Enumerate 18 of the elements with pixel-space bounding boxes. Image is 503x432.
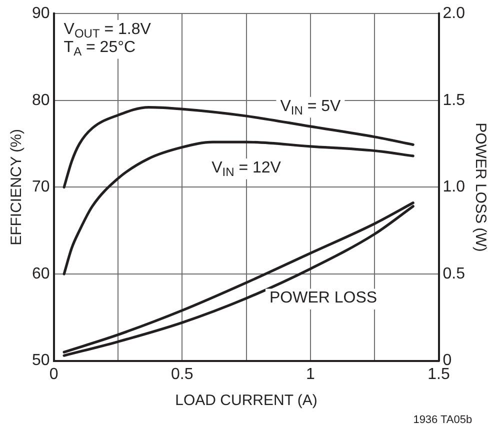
x-axis-title: LOAD CURRENT (A) (175, 392, 318, 410)
text: 1936 TA05b (413, 414, 472, 426)
y-tick-label: 50 (32, 352, 50, 370)
x-tick-label: 1 (306, 366, 315, 383)
y-axis-title: EFFICIENCY (%) (8, 128, 26, 246)
x-tick-label: 0 (49, 366, 58, 383)
y-tick-label: 70 (32, 178, 50, 196)
line-series (62, 140, 414, 276)
y2-tick-label: 1.5 (442, 92, 466, 109)
y2-axis-title: POWER LOSS (W) (472, 122, 489, 252)
y2-tick-label: 2.0 (442, 5, 466, 22)
y-tick-label: 90 (32, 5, 50, 22)
annotation: POWER LOSS (269, 290, 378, 307)
y2-tick-label: 1.0 (442, 178, 466, 196)
y-tick-label: 60 (32, 265, 50, 282)
x-tick-label: 0.5 (170, 366, 194, 383)
y-tick-label: 80 (32, 92, 50, 109)
y2-tick-label: 0.5 (442, 265, 466, 282)
